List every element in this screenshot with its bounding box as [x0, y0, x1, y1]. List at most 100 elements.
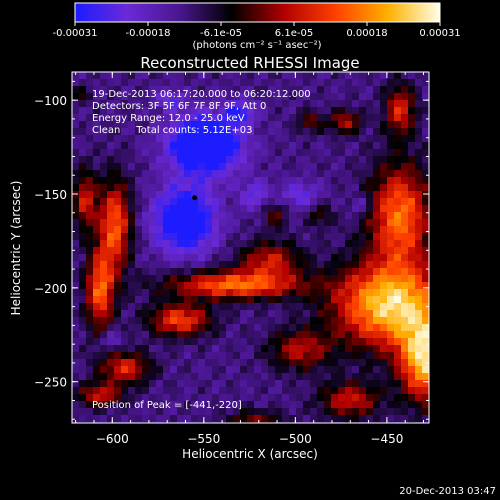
heatmap-cell — [415, 163, 423, 171]
heatmap-cell — [401, 268, 409, 276]
heatmap-cell — [142, 366, 150, 374]
heatmap-cell — [387, 366, 395, 374]
heatmap-cell — [422, 100, 429, 108]
heatmap-cell — [135, 394, 143, 402]
heatmap-cell — [93, 303, 101, 311]
heatmap-cell — [282, 373, 290, 381]
heatmap-cell — [282, 408, 290, 416]
heatmap-cell — [226, 317, 234, 325]
heatmap-cell — [240, 345, 248, 353]
heatmap-cell — [198, 86, 206, 94]
heatmap-cell — [282, 121, 290, 129]
heatmap-cell — [233, 380, 241, 388]
heatmap-cell — [296, 184, 304, 192]
heatmap-cell — [373, 338, 381, 346]
heatmap-cell — [205, 324, 213, 332]
heatmap-cell — [93, 254, 101, 262]
heatmap-cell — [310, 359, 318, 367]
heatmap-cell — [191, 191, 199, 199]
heatmap-cell — [289, 205, 297, 213]
heatmap-cell — [205, 345, 213, 353]
heatmap-cell — [359, 289, 367, 297]
heatmap-cell — [275, 408, 283, 416]
heatmap-cell — [191, 254, 199, 262]
heatmap-cell — [366, 373, 374, 381]
heatmap-cell — [191, 310, 199, 318]
heatmap-cell — [366, 226, 374, 234]
heatmap-cell — [380, 107, 388, 115]
heatmap-cell — [212, 86, 220, 94]
heatmap-cell — [380, 387, 388, 395]
heatmap-cell — [310, 254, 318, 262]
heatmap-cell — [268, 247, 276, 255]
heatmap-cell — [212, 163, 220, 171]
heatmap-cell — [275, 86, 283, 94]
heatmap-cell — [205, 86, 213, 94]
heatmap-cell — [128, 380, 136, 388]
heatmap-cell — [93, 170, 101, 178]
heatmap-cell — [408, 338, 416, 346]
heatmap-cell — [282, 100, 290, 108]
heatmap-cell — [79, 275, 87, 283]
heatmap-cell — [79, 345, 87, 353]
heatmap-cell — [310, 303, 318, 311]
heatmap-cell — [212, 135, 220, 143]
heatmap-cell — [114, 184, 122, 192]
heatmap-cell — [415, 198, 423, 206]
heatmap-cell — [163, 86, 171, 94]
heatmap-cell — [359, 261, 367, 269]
heatmap-cell — [289, 191, 297, 199]
heatmap-cell — [317, 261, 325, 269]
heatmap-cell — [408, 387, 416, 395]
heatmap-cell — [408, 394, 416, 402]
annotation-peak-position: Position of Peak = [-441,-220] — [92, 400, 242, 411]
heatmap-cell — [331, 79, 339, 87]
heatmap-cell — [310, 114, 318, 122]
heatmap-cell — [408, 380, 416, 388]
heatmap-cell — [191, 205, 199, 213]
heatmap-cell — [296, 310, 304, 318]
heatmap-cell — [79, 394, 87, 402]
heatmap-cell — [268, 114, 276, 122]
heatmap-cell — [352, 114, 360, 122]
heatmap-cell — [275, 107, 283, 115]
heatmap-cell — [387, 184, 395, 192]
heatmap-cell — [163, 212, 171, 220]
heatmap-cell — [261, 394, 269, 402]
heatmap-cell — [86, 149, 94, 157]
heatmap-cell — [100, 93, 108, 101]
x-axis-label: Heliocentric X (arcsec) — [182, 447, 318, 461]
heatmap-cell — [114, 142, 122, 150]
heatmap-cell — [380, 338, 388, 346]
heatmap-cell — [93, 156, 101, 164]
heatmap-cell — [149, 86, 157, 94]
heatmap-cell — [366, 107, 374, 115]
heatmap-cell — [219, 254, 227, 262]
heatmap-cell — [359, 296, 367, 304]
heatmap-cell — [163, 177, 171, 185]
heatmap-cell — [156, 359, 164, 367]
heatmap-cell — [233, 219, 241, 227]
heatmap-cell — [72, 205, 80, 213]
heatmap-cell — [240, 79, 248, 87]
heatmap-cell — [296, 226, 304, 234]
heatmap-cell — [205, 296, 213, 304]
heatmap-cell — [303, 254, 311, 262]
heatmap-cell — [142, 289, 150, 297]
heatmap-cell — [72, 191, 80, 199]
heatmap-cell — [303, 233, 311, 241]
heatmap-cell — [401, 247, 409, 255]
heatmap-cell — [373, 352, 381, 360]
heatmap-cell — [359, 212, 367, 220]
heatmap-cell — [310, 219, 318, 227]
heatmap-cell — [380, 317, 388, 325]
heatmap-cell — [282, 149, 290, 157]
heatmap-cell — [142, 359, 150, 367]
heatmap-cell — [240, 331, 248, 339]
heatmap-cell — [114, 226, 122, 234]
heatmap-cell — [128, 114, 136, 122]
heatmap-cell — [219, 72, 227, 80]
heatmap-cell — [296, 373, 304, 381]
heatmap-cell — [345, 254, 353, 262]
heatmap-cell — [282, 156, 290, 164]
